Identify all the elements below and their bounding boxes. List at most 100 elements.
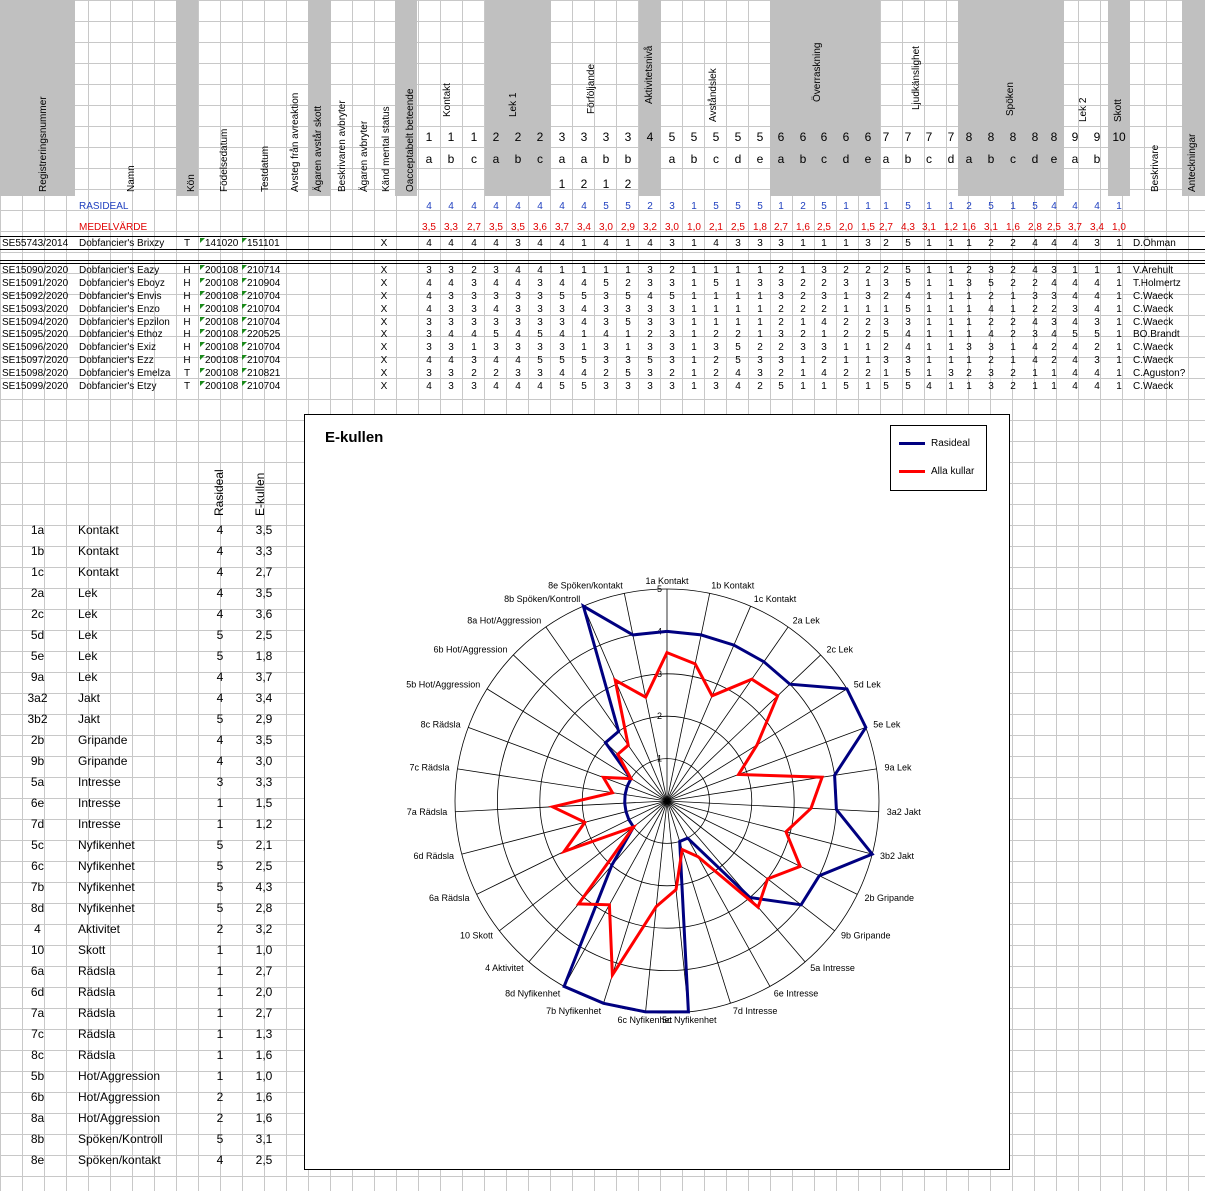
- summary-code: 7b: [30, 880, 45, 894]
- dog-score: 1: [926, 291, 932, 302]
- dog-score: 3: [669, 329, 675, 340]
- dog-score: 4: [603, 238, 609, 249]
- dog-score: 1: [966, 304, 972, 315]
- rasideal-value-20: 1: [865, 201, 871, 212]
- dog-reg: SE55743/2014: [2, 238, 69, 249]
- dog-score: 3: [647, 381, 653, 392]
- medel-value-13: 2,1: [709, 222, 723, 233]
- dog-score: 5: [537, 355, 543, 366]
- moment-letter-20: e: [864, 152, 872, 166]
- dog-score: 2: [647, 329, 653, 340]
- dog-score: 5: [625, 368, 631, 379]
- summary-ideal: 1: [216, 817, 224, 831]
- summary-val: 3,7: [255, 670, 273, 684]
- group-header-2: Förföljande: [586, 63, 597, 114]
- gray-band-1: [176, 0, 198, 196]
- dog-score: 3: [448, 342, 454, 353]
- summary-code: 3a2: [27, 691, 48, 705]
- moment-number-28: 8: [1031, 130, 1039, 144]
- radar-spoke: [461, 800, 668, 855]
- dog-score: 2: [800, 278, 806, 289]
- dog-score: 2: [1051, 304, 1057, 315]
- medel-value-2: 2,7: [467, 222, 481, 233]
- summary-header-rasideal: Rasideal: [212, 469, 226, 516]
- axis-label: 5d Lek: [854, 680, 882, 690]
- rasideal-value-8: 5: [603, 201, 609, 212]
- dog-sex: T: [183, 368, 191, 379]
- born-flag: [200, 368, 205, 373]
- dog-score: 1: [1116, 238, 1122, 249]
- summary-ideal: 4: [216, 670, 224, 684]
- dog-score: 2: [1010, 317, 1016, 328]
- dog-score: 5: [493, 329, 499, 340]
- moment-letter-15: e: [756, 152, 764, 166]
- dog-score: 4: [1032, 355, 1038, 366]
- radar-spoke: [499, 800, 668, 932]
- dog-score: 2: [1032, 304, 1038, 315]
- dog-score: 5: [581, 291, 587, 302]
- moment-number-20: 6: [864, 130, 872, 144]
- dog-score: 2: [471, 368, 477, 379]
- radar-spoke: [666, 726, 866, 802]
- summary-name: Lek: [78, 586, 98, 600]
- legend-item-alla: Alla kullar: [899, 466, 974, 477]
- dog-score: 1: [800, 238, 806, 249]
- dog-score: 4: [1072, 368, 1078, 379]
- summary-val: 3,3: [255, 544, 273, 558]
- dog-score: 5: [843, 381, 849, 392]
- dog-score: 1: [691, 238, 697, 249]
- medel-value-15: 1,8: [753, 222, 767, 233]
- dog-mark: X: [380, 368, 388, 379]
- dog-score: 1: [883, 304, 889, 315]
- dog-score: 4: [1032, 265, 1038, 276]
- dog-score: 3: [647, 265, 653, 276]
- dog-score: 3: [625, 355, 631, 366]
- summary-name: Gripande: [78, 754, 128, 768]
- summary-name: Nyfikenhet: [78, 838, 135, 852]
- summary-name: Intresse: [78, 796, 121, 810]
- summary-ideal: 5: [216, 901, 224, 915]
- summary-name: Rädsla: [78, 964, 116, 978]
- radar-spoke: [666, 800, 731, 1004]
- series-alla-kullar: [548, 650, 825, 980]
- dog-score: 1: [800, 355, 806, 366]
- moment-letter-0: a: [425, 152, 433, 166]
- summary-ideal: 5: [216, 712, 224, 726]
- dog-score: 2: [757, 381, 763, 392]
- medel-value-1: 3,3: [444, 222, 458, 233]
- dog-score: 4: [515, 381, 521, 392]
- gray-band-7: [958, 0, 1064, 196]
- summary-name: Skott: [78, 943, 106, 957]
- dog-score: 1: [948, 238, 954, 249]
- dog-score: 1: [1010, 304, 1016, 315]
- summary-code: 5c: [31, 838, 44, 852]
- axis-label: 8c Rädsla: [421, 720, 461, 730]
- dog-score: 4: [493, 304, 499, 315]
- medel-value-10: 3,2: [643, 222, 657, 233]
- summary-ideal: 1: [216, 1048, 224, 1062]
- moment-letter-28: d: [1031, 152, 1039, 166]
- medel-value-0: 3,5: [422, 222, 436, 233]
- dog-score: 3: [471, 278, 477, 289]
- summary-name: Kontakt: [78, 565, 119, 579]
- dog-score: 2: [988, 355, 994, 366]
- dog-score: 2: [843, 368, 849, 379]
- moment-number-12: 5: [690, 130, 698, 144]
- axis-label: 2a Lek: [793, 615, 821, 625]
- dog-score: 3: [603, 342, 609, 353]
- dog-score: 3: [603, 304, 609, 315]
- dog-score: 3: [647, 342, 653, 353]
- dog-score: 4: [426, 291, 432, 302]
- dog-score: 1: [735, 317, 741, 328]
- dog-score: 1: [691, 342, 697, 353]
- dog-score: 1: [603, 265, 609, 276]
- dog-score: 3: [821, 265, 827, 276]
- dog-score: 5: [735, 342, 741, 353]
- moment-letter-17: b: [799, 152, 807, 166]
- summary-ideal: 4: [216, 754, 224, 768]
- dog-judge: C.Waeck: [1133, 304, 1174, 315]
- axis-label: 9b Gripande: [841, 931, 891, 941]
- col-header-1: Namn: [126, 165, 137, 192]
- summary-val: 3,6: [255, 607, 273, 621]
- test-flag: [242, 238, 247, 243]
